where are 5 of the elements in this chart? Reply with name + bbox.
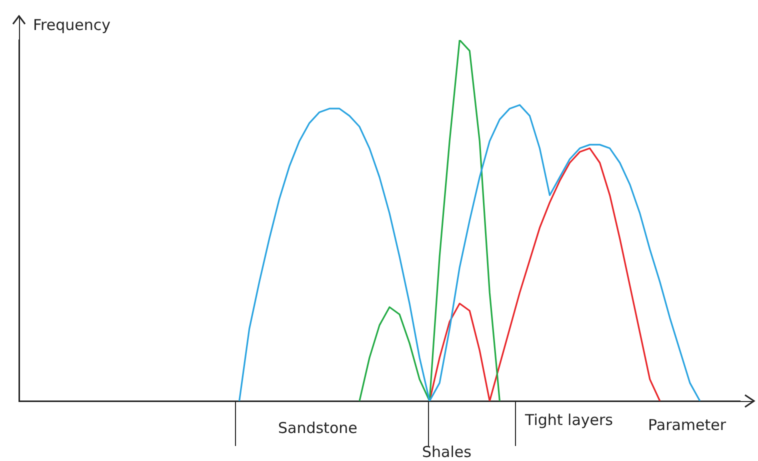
text: Shales	[422, 443, 472, 461]
x-axis-title: Parameter	[648, 416, 726, 434]
text: Tight layers	[525, 411, 613, 429]
text: Sandstone	[278, 419, 358, 437]
y-axis-title: Frequency	[33, 16, 110, 34]
